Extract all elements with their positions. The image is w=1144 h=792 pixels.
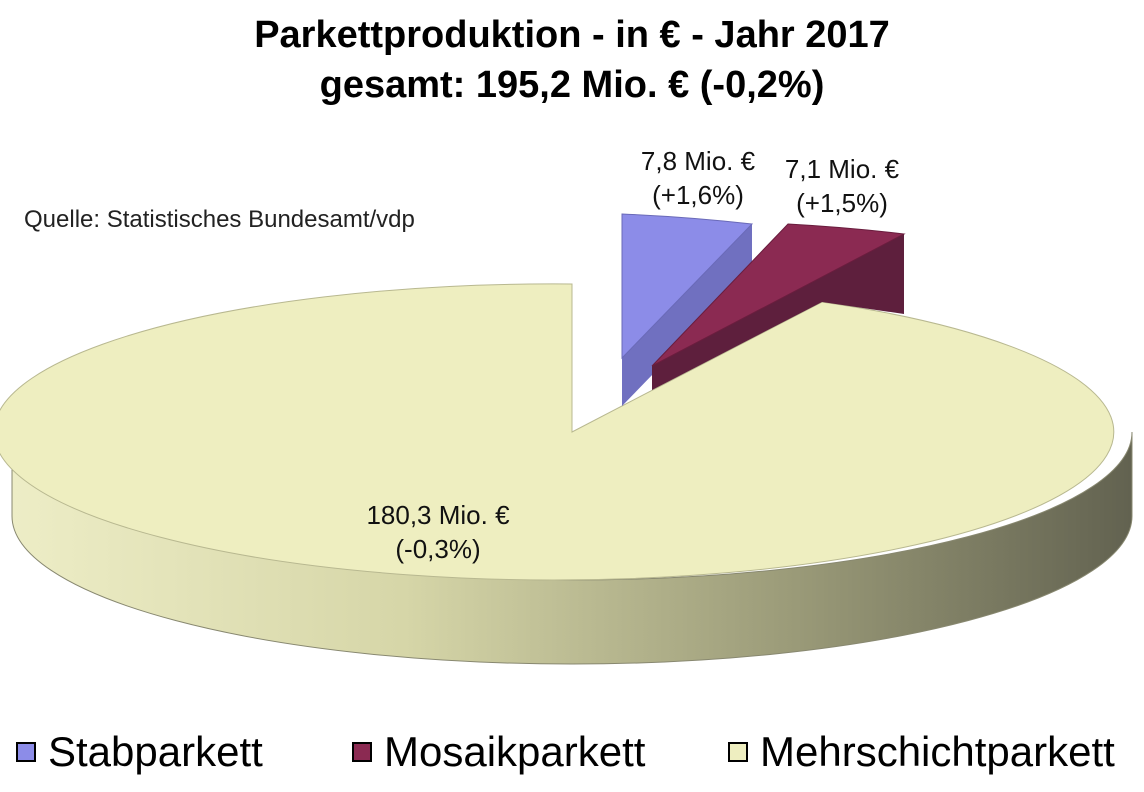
slice-top-mosaikparkett xyxy=(651,223,906,367)
slice-side-stabparkett xyxy=(622,224,752,406)
legend-label-mehrschichtparkett: Mehrschichtparkett xyxy=(760,728,1115,775)
legend-item-mehrschichtparkett: Mehrschichtparkett xyxy=(728,728,1115,776)
label-mehrschichtparkett: 180,3 Mio. € (-0,3%) xyxy=(328,498,548,566)
source-note: Quelle: Statistisches Bundesamt/vdp xyxy=(24,206,415,233)
legend-item-stabparkett: Stabparkett xyxy=(16,728,263,776)
label-mehrschichtparkett-change: (-0,3%) xyxy=(395,534,481,564)
label-mosaikparkett-value: 7,1 Mio. € xyxy=(784,154,900,184)
label-stabparkett-value: 7,8 Mio. € xyxy=(640,146,756,176)
legend-item-mosaikparkett: Mosaikparkett xyxy=(352,728,645,776)
label-stabparkett: 7,8 Mio. € (+1,6%) xyxy=(618,144,778,212)
label-stabparkett-change: (+1,6%) xyxy=(652,180,744,210)
legend-label-mosaikparkett: Mosaikparkett xyxy=(384,728,646,775)
chart-title: Parkettproduktion - in € - Jahr 2017 xyxy=(254,14,890,56)
slice-top-stabparkett xyxy=(621,213,754,360)
legend-swatch-mosaikparkett xyxy=(352,742,372,762)
label-mosaikparkett-change: (+1,5%) xyxy=(796,188,888,218)
label-mosaikparkett: 7,1 Mio. € (+1,5%) xyxy=(762,152,922,220)
legend: Stabparkett Mosaikparkett Mehrschichtpar… xyxy=(0,728,1144,788)
slice-top-mehrschichtparkett xyxy=(0,283,1115,581)
legend-swatch-stabparkett xyxy=(16,742,36,762)
chart-subtitle: gesamt: 195,2 Mio. € (-0,2%) xyxy=(319,64,825,106)
legend-label-stabparkett: Stabparkett xyxy=(48,728,263,775)
legend-swatch-mehrschichtparkett xyxy=(728,742,748,762)
slice-side-mosaikparkett xyxy=(652,234,904,390)
label-mehrschichtparkett-value: 180,3 Mio. € xyxy=(366,500,510,530)
